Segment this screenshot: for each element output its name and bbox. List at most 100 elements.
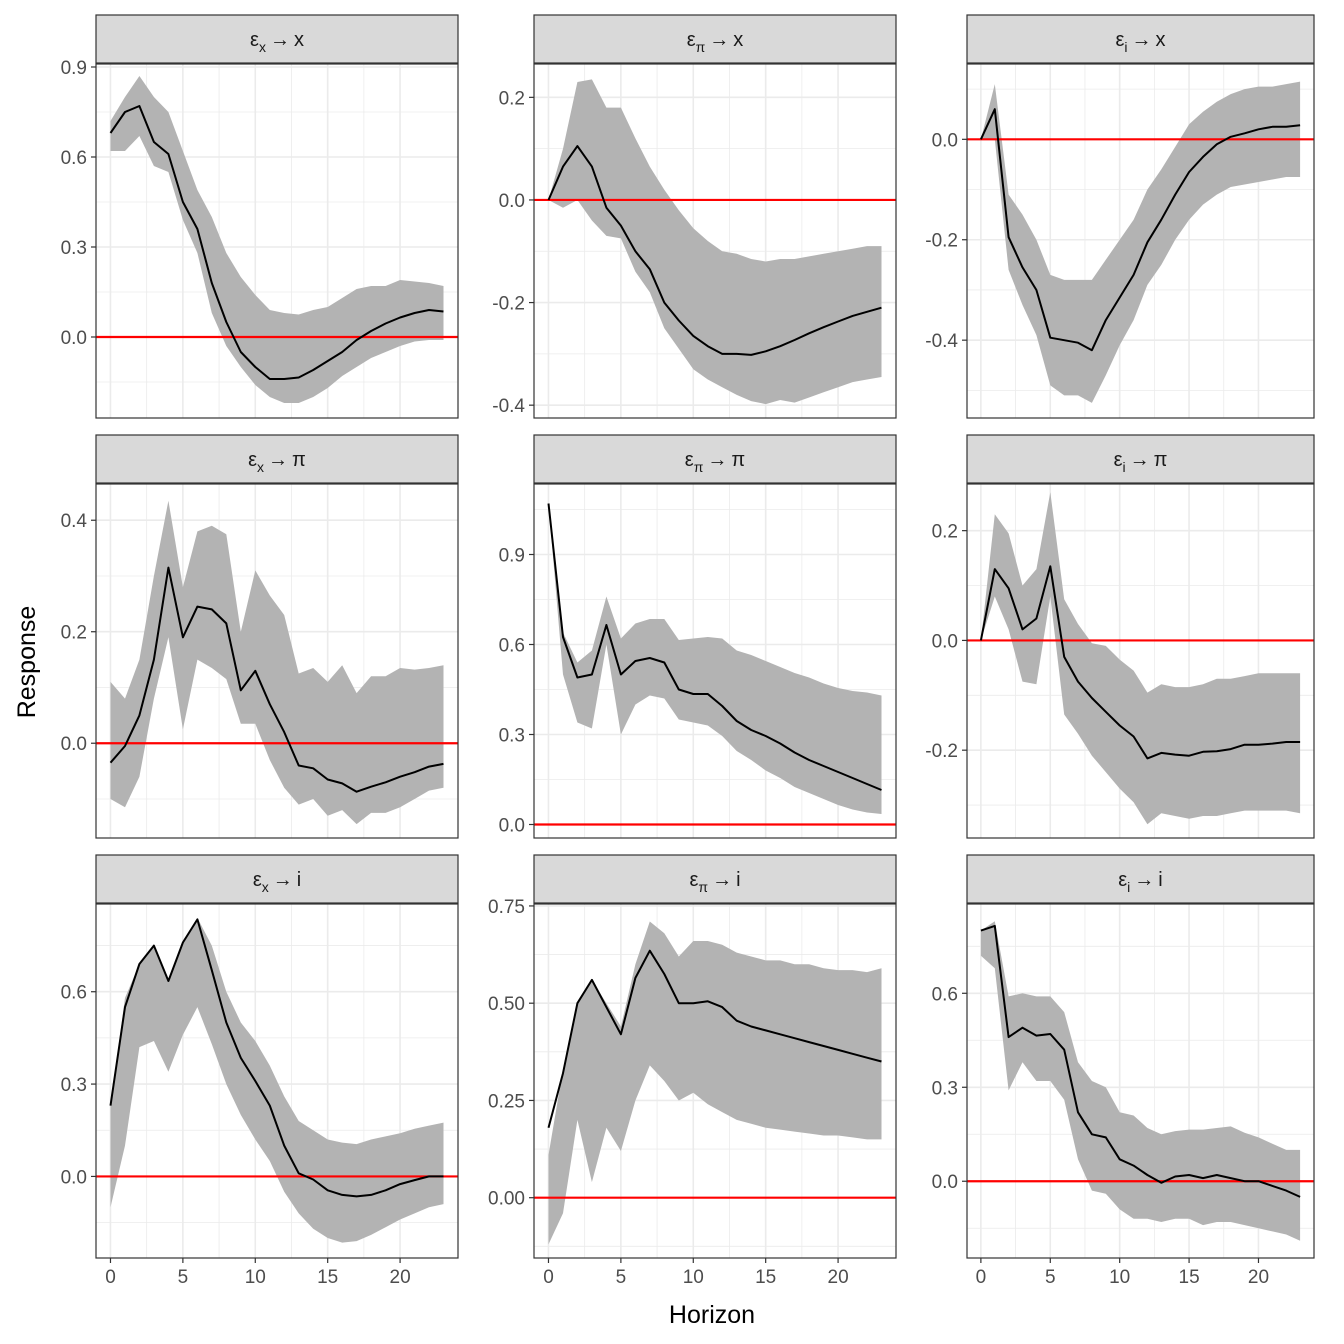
x-tick-label: 15 — [755, 1267, 776, 1288]
panel-border — [966, 63, 1315, 419]
facet-title: εx → x — [250, 29, 304, 55]
x-tick-label: 20 — [1248, 1267, 1269, 1288]
facet-title-arrow: → — [712, 869, 732, 891]
response-line — [547, 503, 882, 791]
facet-strip — [966, 14, 1315, 64]
panel-border — [966, 903, 1315, 1259]
y-tick-label: 0.0 — [499, 816, 525, 837]
x-tick-label: 5 — [616, 1267, 627, 1288]
confidence-band — [980, 921, 1301, 1241]
x-tick-label: 10 — [683, 1267, 704, 1288]
x-tick-label: 0 — [105, 1267, 116, 1288]
facet-strip — [533, 434, 897, 484]
x-tick-label: 5 — [178, 1267, 189, 1288]
facet-panel: επ → π0.00.30.60.9 — [499, 434, 897, 839]
facet-strip — [533, 854, 897, 904]
facet-panel: επ → x -0.4 -0.2 0.0 0.2 — [492, 14, 897, 419]
facet-title-shock: ε — [250, 29, 259, 51]
facet-title-arrow: → — [268, 449, 288, 471]
y-tick-label: 0.0 — [932, 631, 958, 652]
confidence-band — [548, 921, 882, 1245]
y-tick-label: 0.2 — [61, 623, 87, 644]
facet-title-response: x — [1156, 29, 1166, 51]
panel-border — [966, 483, 1315, 839]
x-tick-label: 20 — [390, 1267, 411, 1288]
y-tick-label: 0.3 — [61, 1075, 87, 1096]
y-tick-label: 0.3 — [932, 1078, 958, 1099]
facet-panel: εx → x0.00.30.60.9 — [61, 14, 459, 419]
y-tick-label: 0.6 — [499, 636, 525, 657]
confidence-band — [110, 76, 444, 403]
facet-strip — [533, 14, 897, 64]
facet-panel: εx → π 0.0 0.2 0.4 — [61, 434, 459, 839]
facet-panel: επ → i 0.00 0.25 0.50 0.75 0 5 10 15 20 — [488, 854, 897, 1288]
facet-title-arrow: → — [273, 869, 293, 891]
confidence-band — [548, 79, 882, 405]
response-line — [979, 108, 1301, 352]
facet-title-response: π — [292, 449, 306, 471]
facet-title-shock: ε — [687, 29, 696, 51]
facet-title-shock-subscript: x — [262, 879, 269, 895]
y-tick-label: 0.0 — [932, 1172, 958, 1193]
facet-title: επ → π — [685, 449, 745, 475]
y-tick-label: 0.6 — [61, 983, 87, 1004]
x-tick-label: 0 — [976, 1267, 987, 1288]
facet-title: εi → x — [1115, 29, 1165, 55]
facet-title-arrow: → — [1130, 449, 1150, 471]
response-line — [109, 105, 444, 380]
y-tick-label: 0.25 — [488, 1091, 525, 1112]
facet-title-shock: ε — [1115, 29, 1124, 51]
facet-strip — [966, 434, 1315, 484]
y-tick-label: 0.6 — [61, 148, 87, 169]
facet-title-shock-subscript: i — [1122, 459, 1125, 475]
x-tick-label: 20 — [828, 1267, 849, 1288]
panel-border — [95, 63, 459, 419]
facet-strip — [95, 434, 459, 484]
confidence-band — [548, 503, 882, 814]
y-tick-label: 0.3 — [61, 238, 87, 259]
response-line — [547, 949, 882, 1128]
y-tick-label: 0.50 — [488, 994, 525, 1015]
x-tick-label: 5 — [1045, 1267, 1056, 1288]
y-tick-label: 0.9 — [61, 58, 87, 79]
facet-panel: εi → π -0.2 0.0 0.2 — [925, 434, 1315, 839]
facet-title-shock-subscript: x — [259, 39, 266, 55]
facet-title-arrow: → — [709, 29, 729, 51]
facet-title-response: i — [297, 869, 301, 891]
facet-title: εx → π — [248, 449, 306, 475]
y-tick-label: 0.0 — [61, 328, 87, 349]
y-tick-label: -0.2 — [492, 294, 525, 315]
x-tick-label: 10 — [245, 1267, 266, 1288]
facet-title-arrow: → — [707, 449, 727, 471]
facet-title-shock: ε — [248, 449, 257, 471]
facet-title: εx → i — [253, 869, 301, 895]
facet-title-arrow: → — [1134, 869, 1154, 891]
confidence-band — [980, 492, 1301, 825]
facet-panel: εi → x -0.4 -0.2 0.0 — [925, 14, 1315, 419]
facet-title-response: π — [1154, 449, 1168, 471]
facet-title-shock-subscript: x — [257, 459, 264, 475]
x-axis-title: Horizon — [669, 1301, 755, 1329]
facet-title-shock: ε — [689, 869, 698, 891]
y-tick-label: 0.0 — [932, 130, 958, 151]
facet-strip — [95, 14, 459, 64]
confidence-band — [110, 917, 444, 1243]
facet-title-shock-subscript: π — [698, 879, 708, 895]
facet-title-response: x — [294, 29, 304, 51]
y-tick-label: 0.3 — [499, 726, 525, 747]
facet-title: επ → i — [689, 869, 740, 895]
y-tick-label: 0.2 — [499, 88, 525, 109]
panel-border — [95, 903, 459, 1259]
facet-title-shock-subscript: i — [1124, 39, 1127, 55]
x-tick-label: 15 — [317, 1267, 338, 1288]
facet-title-response: i — [1158, 869, 1162, 891]
facet-title-shock: ε — [253, 869, 262, 891]
panel-border — [95, 483, 459, 839]
facet-title-arrow: → — [270, 29, 290, 51]
y-tick-label: 0.0 — [499, 191, 525, 212]
response-line — [109, 566, 444, 793]
facet-title-response: π — [731, 449, 745, 471]
confidence-band — [980, 81, 1301, 403]
y-tick-label: -0.4 — [925, 331, 958, 352]
